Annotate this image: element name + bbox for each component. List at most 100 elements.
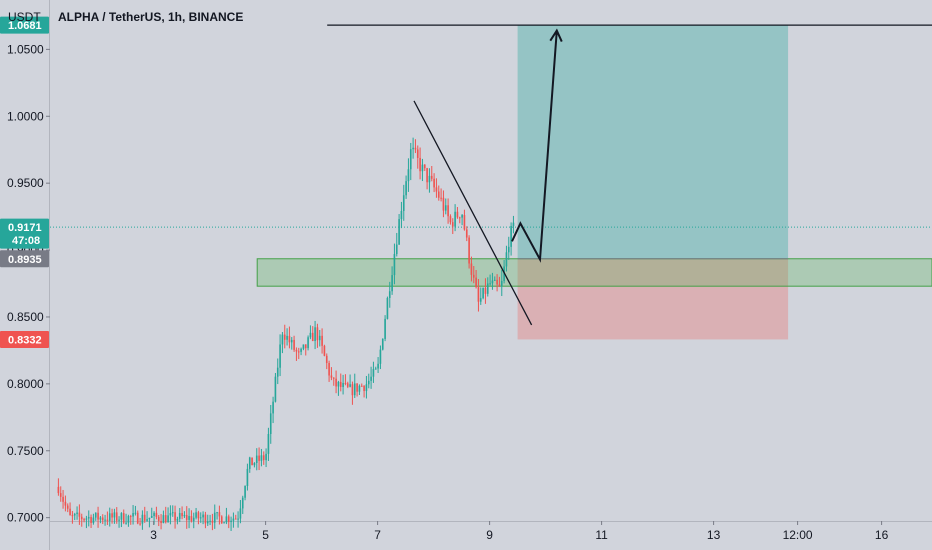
candle-body [426, 168, 428, 183]
candle-body [353, 383, 356, 396]
candle-body [73, 513, 76, 516]
time-tick-label: 16 [875, 528, 889, 542]
time-tick-label: 9 [486, 528, 493, 542]
loss-zone[interactable] [517, 258, 789, 340]
candle-body [101, 517, 104, 521]
candle-body [108, 513, 111, 521]
candle-body [111, 513, 113, 518]
candle-body [309, 332, 312, 338]
candle-body [227, 516, 230, 523]
candle-body [323, 345, 326, 356]
candle-body [274, 376, 277, 402]
candle-body [204, 514, 207, 524]
candle-body [475, 277, 477, 288]
candle-body [157, 516, 160, 521]
price-tick-label: 0.9500 [7, 176, 44, 190]
candle-body [402, 195, 405, 211]
candle-body [248, 457, 251, 469]
candle-body [122, 513, 125, 523]
candle-body [391, 275, 393, 292]
candle-body [337, 381, 340, 387]
target-price-tag: 1.0681 [0, 16, 49, 34]
candle-body [482, 287, 484, 299]
entry-price-tag-text: 0.8935 [8, 254, 42, 266]
profit-zone[interactable] [517, 25, 789, 259]
candle-body [456, 211, 459, 218]
candle-body [332, 377, 335, 379]
candle-body [444, 205, 447, 211]
candlestick-series [57, 137, 515, 531]
candle-body [87, 516, 90, 519]
candle-body [185, 514, 188, 520]
candle-body [412, 147, 414, 150]
candle-body [162, 515, 165, 524]
candle-body [190, 516, 193, 522]
candle-body [90, 516, 92, 523]
candle-body [421, 164, 424, 172]
candle-body [302, 344, 305, 349]
candle-body [335, 378, 337, 387]
price-tick-label: 0.7500 [7, 444, 44, 458]
candle-body [276, 367, 279, 377]
candle-body [279, 344, 281, 368]
time-tick-label: 13 [707, 528, 721, 542]
candle-body [433, 178, 435, 188]
candle-body [300, 348, 302, 352]
price-tick-label: 0.8000 [7, 377, 44, 391]
candle-body [104, 519, 106, 521]
candle-body [57, 486, 60, 494]
candle-body [316, 327, 319, 341]
candle-body [500, 280, 503, 287]
candle-body [139, 523, 141, 525]
candle-body [325, 355, 328, 364]
candle-body [80, 516, 83, 520]
candle-body [260, 455, 263, 461]
candle-body [440, 197, 442, 199]
current-price-tag-bg [0, 218, 49, 249]
candle-body [97, 512, 99, 520]
candle-body [416, 149, 419, 158]
candle-body [367, 380, 370, 385]
candle-body [489, 283, 491, 285]
candle-body [349, 384, 351, 387]
candle-body [267, 433, 270, 454]
candle-body [321, 335, 323, 346]
candle-body [330, 375, 333, 378]
candle-body [400, 210, 403, 220]
support-zone[interactable] [256, 258, 932, 287]
candle-body [169, 513, 172, 516]
candle-body [153, 512, 155, 517]
candle-body [307, 337, 309, 349]
candle-body [181, 513, 183, 517]
candle-body [472, 274, 475, 278]
candle-body [342, 382, 344, 388]
candle-body [129, 516, 132, 518]
candle-body [451, 222, 454, 227]
candle-body [183, 514, 186, 517]
symbol-title[interactable]: ALPHA / TetherUS, 1h, BINANCE [58, 10, 243, 24]
time-tick-label: 12:00 [783, 528, 813, 542]
candle-body [491, 280, 494, 284]
candle-body [281, 334, 284, 345]
candle-body [127, 516, 130, 523]
candle-body [148, 517, 151, 520]
candle-body [59, 493, 62, 497]
candle-body [160, 520, 162, 524]
candle-body [143, 514, 146, 521]
candle-body [66, 505, 69, 509]
descending-trendline[interactable] [413, 100, 533, 326]
candle-body [328, 363, 330, 376]
candle-body [83, 519, 85, 521]
candle-body [290, 339, 293, 343]
candle-body [304, 344, 307, 349]
candle-body [405, 181, 407, 196]
candle-body [374, 368, 377, 370]
projection-path[interactable] [511, 30, 558, 263]
candle-body [314, 327, 316, 341]
candle-body [477, 287, 480, 302]
candle-body [255, 455, 258, 463]
time-tick-label: 7 [374, 528, 381, 542]
entry-price-tag: 0.8935 [0, 250, 49, 268]
candle-body [498, 284, 501, 287]
